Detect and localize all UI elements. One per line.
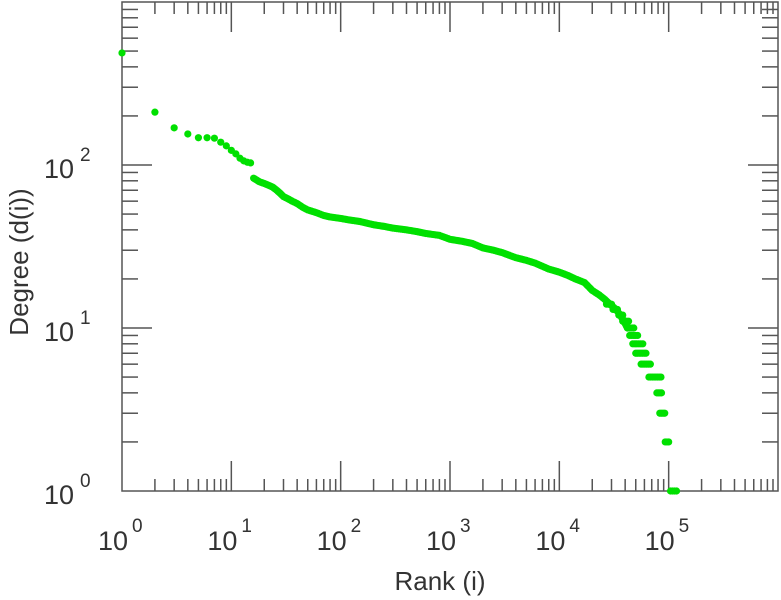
x-axis-label: Rank (i) [394,566,485,596]
data-point [222,142,230,150]
data-point [646,360,654,368]
data-point [624,317,633,325]
data-point [634,331,642,340]
y-tick-label: 10 [44,480,74,510]
data-point [184,130,192,138]
x-tick-exponent: 0 [132,516,143,537]
data-points [118,49,681,495]
y-tick-exponent: 2 [80,145,91,166]
x-tick-label: 10 [98,526,128,556]
data-point [203,134,211,142]
data-point [657,373,665,381]
x-tick-exponent: 4 [569,516,580,537]
y-tick-labels: 10 0 10 1 10 2 [44,145,91,510]
plot-frame [121,1,779,492]
x-tick-exponent: 1 [241,516,252,537]
x-tick-labels: 10 0 10 1 10 2 10 3 10 4 10 5 [98,516,689,556]
data-point [217,138,225,146]
x-tick-label: 10 [535,526,565,556]
axis-ticks [122,2,778,491]
y-tick-exponent: 0 [80,471,91,492]
x-tick-exponent: 2 [351,516,362,537]
x-tick-exponent: 5 [679,516,690,537]
x-tick-label: 10 [645,526,675,556]
data-point [630,324,638,332]
data-point [118,49,126,57]
x-tick-label: 10 [317,526,347,556]
data-point [170,124,178,132]
x-tick-exponent: 3 [460,516,471,537]
data-point [619,311,627,319]
y-tick-label: 10 [44,317,74,347]
data-point [642,349,650,357]
x-tick-label: 10 [207,526,237,556]
data-point [151,108,159,116]
data-point [613,305,622,314]
data-point [672,487,681,495]
x-tick-label: 10 [426,526,456,556]
data-point [246,159,255,167]
data-point [657,389,666,397]
y-tick-exponent: 1 [80,308,91,329]
y-axis-label: Degree (d(i)) [4,188,34,335]
data-point [639,340,647,348]
data-point [661,409,669,417]
data-point [194,134,203,142]
y-tick-label: 10 [44,154,74,184]
data-point [665,438,673,446]
data-point [210,134,218,142]
